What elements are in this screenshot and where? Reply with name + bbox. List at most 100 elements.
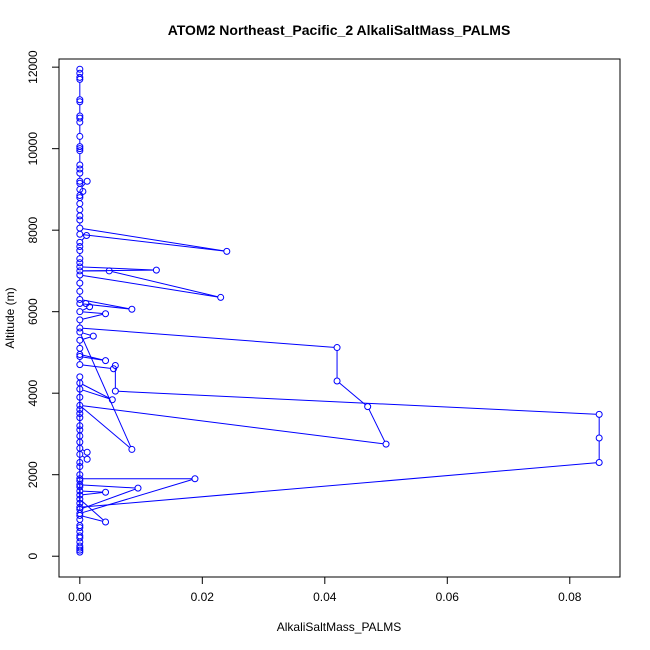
data-point (76, 75, 84, 83)
data-point (76, 118, 84, 126)
data-point (76, 491, 84, 499)
data-point (76, 422, 84, 430)
series-segment (82, 405, 384, 445)
data-point (76, 511, 84, 519)
series-segment (368, 409, 386, 442)
data-point (83, 455, 91, 463)
data-point (76, 242, 84, 250)
series-segment (81, 183, 86, 188)
data-point (102, 518, 110, 526)
data-point (76, 267, 84, 275)
data-point (76, 247, 84, 255)
data-point (102, 488, 110, 496)
data-point (364, 403, 372, 411)
data-point (86, 303, 94, 311)
data-point (223, 247, 231, 255)
series-segment (82, 383, 110, 399)
data-point (134, 484, 142, 492)
data-point (76, 212, 84, 220)
y-tick-label: 0 (26, 553, 40, 560)
y-tick-label: 12000 (26, 50, 40, 84)
data-point (76, 287, 84, 295)
data-point (76, 255, 84, 263)
data-point (76, 192, 84, 200)
series-segment (82, 266, 154, 271)
data-point (76, 548, 84, 556)
data-point (76, 324, 84, 332)
data-point (76, 238, 84, 246)
series-segment (80, 334, 132, 447)
y-axis: 0 2000 4000 6000 8000 10000 12000 (26, 50, 60, 560)
data-point (76, 414, 84, 422)
data-point (333, 377, 341, 385)
x-tick-label: 0.04 (313, 590, 337, 604)
series-segment (81, 500, 104, 521)
data-point (76, 316, 84, 324)
x-tick-label: 0.08 (558, 590, 582, 604)
data-point (76, 216, 84, 224)
data-point (191, 475, 199, 483)
series-segment (82, 234, 224, 252)
x-tick-label: 0.02 (191, 590, 215, 604)
data-point (76, 405, 84, 413)
data-point (76, 98, 84, 106)
data-point (76, 65, 84, 73)
series-segment (81, 406, 130, 448)
data-point (76, 450, 84, 458)
data-point (83, 448, 91, 456)
data-point (76, 353, 84, 361)
data-point (595, 410, 603, 418)
data-point (76, 169, 84, 177)
data-point (595, 434, 603, 442)
data-point (76, 544, 84, 552)
series-segment (82, 336, 91, 340)
series-layer (76, 65, 603, 556)
series-segment (112, 271, 218, 298)
data-point (102, 310, 110, 318)
series-segment (82, 364, 111, 369)
data-point (76, 393, 84, 401)
series-segment (81, 237, 85, 241)
data-point (76, 230, 84, 238)
data-point (76, 336, 84, 344)
data-point (76, 161, 84, 169)
data-point (89, 332, 97, 340)
data-point (333, 344, 341, 352)
series-segment (82, 484, 136, 489)
y-tick-label: 8000 (26, 217, 40, 244)
y-tick-label: 4000 (26, 380, 40, 407)
data-point (76, 308, 84, 316)
data-point (76, 410, 84, 418)
series-segment (82, 299, 130, 310)
y-axis-label: Altitude (m) (3, 287, 17, 348)
data-point (76, 143, 84, 151)
series-segment (82, 311, 103, 314)
y-tick-label: 6000 (26, 298, 40, 325)
series-segment (82, 307, 88, 311)
data-point (76, 546, 84, 554)
x-tick-label: 0.00 (68, 590, 92, 604)
series-segment (82, 490, 103, 493)
data-point (76, 295, 84, 303)
data-point (76, 132, 84, 140)
data-point (76, 361, 84, 369)
series-segment (82, 492, 103, 496)
data-point (76, 495, 84, 503)
series-segment (82, 228, 224, 252)
series-segment (82, 488, 136, 509)
data-point (76, 350, 84, 358)
x-tick-label: 0.06 (436, 590, 460, 604)
series-segment (82, 313, 103, 320)
series-segment (339, 382, 366, 406)
data-point (76, 177, 84, 185)
data-point (76, 385, 84, 393)
data-point (76, 259, 84, 267)
data-point (76, 463, 84, 471)
data-point (108, 396, 116, 404)
series-segment (82, 515, 103, 522)
data-point (76, 279, 84, 287)
series-segment (82, 327, 335, 348)
series-segment (118, 390, 597, 415)
